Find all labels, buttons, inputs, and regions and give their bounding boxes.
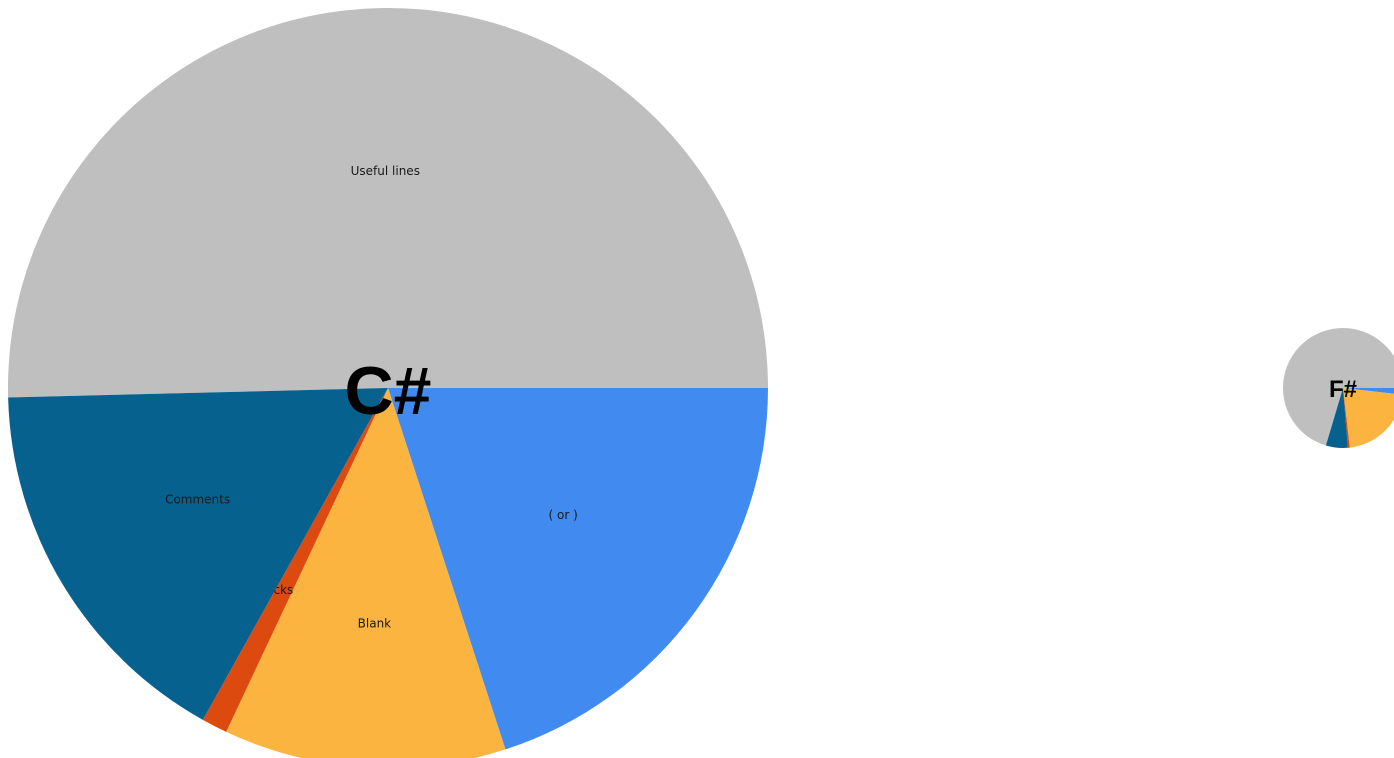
- fsharp-pie: F#: [1283, 328, 1394, 448]
- slice-label-useful-lines: Useful lines: [351, 164, 420, 178]
- pie-slice-c-or: [388, 388, 768, 750]
- pie-slice-f-null-checks: [1343, 388, 1350, 448]
- pie-slice-f-blank: [1343, 388, 1394, 448]
- pie-slice-f-comments: [1325, 388, 1348, 448]
- csharp-pie: Useful lines( or )BlankNull checksCommen…: [8, 8, 769, 758]
- pie-slice-c-comments: [8, 388, 389, 720]
- slice-label-or: ( or ): [549, 508, 578, 522]
- slice-label-blank: Blank: [358, 617, 392, 631]
- pie-slice-c-blank: [226, 388, 506, 758]
- slice-label-comments: Comments: [165, 493, 230, 507]
- pie-title-fsharp: F#: [1329, 376, 1357, 403]
- pie-title-csharp: C#: [345, 353, 432, 429]
- pie-slice-c-useful-lines: [8, 8, 769, 398]
- pie-slice-f-useful-lines: [1283, 328, 1394, 446]
- pie-slice-f-or: [1343, 388, 1394, 394]
- pie-slice-c-null-checks: [202, 388, 388, 732]
